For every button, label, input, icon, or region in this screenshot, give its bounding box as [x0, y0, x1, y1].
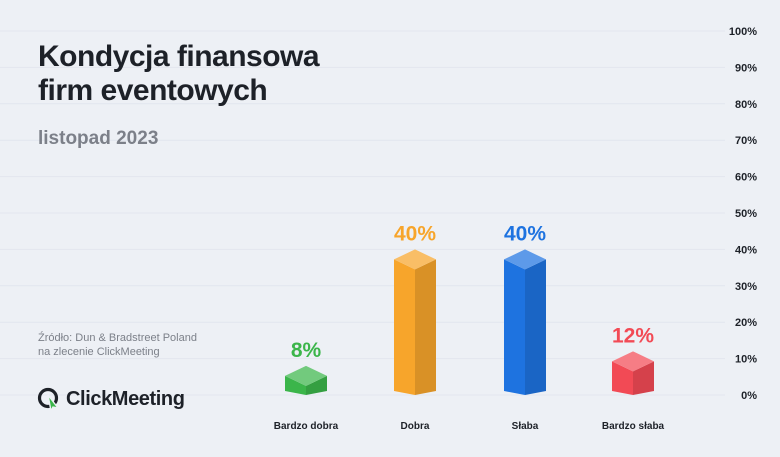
x-category-label: Bardzo słaba	[602, 421, 665, 432]
y-tick-label: 80%	[735, 99, 757, 111]
x-category-label: Dobra	[401, 421, 430, 432]
chart-subtitle: listopad 2023	[38, 128, 159, 149]
bar-face-left	[285, 375, 306, 395]
chart-title-line-2: firm eventowych	[38, 74, 268, 107]
bar-value-label: 40%	[394, 222, 436, 245]
source-line-1: Źródło: Dun & Bradstreet Poland	[38, 332, 197, 344]
bar-face-left	[612, 361, 633, 395]
bar-face-right	[525, 259, 546, 395]
y-tick-label: 70%	[735, 135, 757, 147]
bar-face-left	[504, 259, 525, 395]
bar-dobra	[394, 249, 436, 395]
y-tick-label: 60%	[735, 172, 757, 184]
bar-slaba	[504, 249, 546, 395]
y-tick-label: 50%	[735, 208, 757, 220]
y-tick-label: 40%	[735, 244, 757, 256]
clickmeeting-logo-icon	[37, 387, 60, 412]
y-tick-label: 0%	[741, 390, 757, 402]
bar-face-left	[394, 259, 415, 395]
y-tick-label: 90%	[735, 62, 757, 74]
y-tick-label: 30%	[735, 281, 757, 293]
x-category-label: Słaba	[512, 421, 539, 432]
logo-text: ClickMeeting	[66, 387, 185, 410]
bar-bardzo-dobra	[285, 365, 327, 395]
clickmeeting-logo: ClickMeeting	[36, 386, 185, 412]
bar-value-label: 12%	[612, 324, 654, 347]
source-line-2: na zlecenie ClickMeeting	[38, 346, 160, 358]
chart-title: Kondycja finansowa firm eventowych	[38, 40, 320, 108]
bar-face-top	[612, 351, 654, 372]
bar-face-right	[415, 259, 436, 395]
y-tick-label: 10%	[735, 354, 757, 366]
source-note: Źródło: Dun & Bradstreet Poland na zlece…	[38, 331, 197, 359]
x-category-label: Bardzo dobra	[274, 421, 339, 432]
bar-face-top	[504, 249, 546, 270]
chart-title-line-1: Kondycja finansowa	[38, 40, 320, 73]
bar-face-right	[306, 375, 327, 395]
bar-value-label: 40%	[504, 222, 546, 245]
bar-face-right	[633, 361, 654, 395]
bar-value-label: 8%	[291, 339, 322, 362]
bar-face-top	[285, 365, 327, 386]
bar-bardzo-slaba	[612, 351, 654, 395]
bar-face-top	[394, 249, 436, 270]
y-tick-label: 20%	[735, 317, 757, 329]
y-tick-label: 100%	[729, 26, 757, 38]
